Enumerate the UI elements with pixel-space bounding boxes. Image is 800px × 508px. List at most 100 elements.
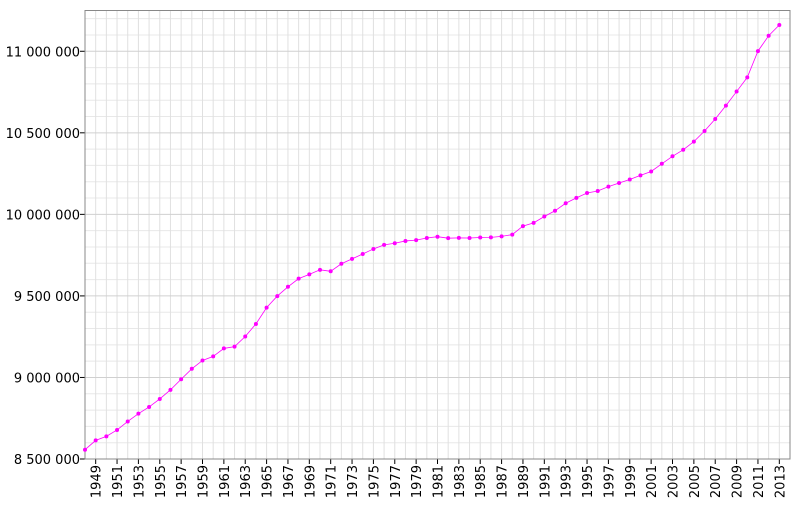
x-tick-label: 1979: [410, 465, 425, 498]
x-tick-label: 1983: [453, 465, 468, 498]
x-tick-label: 1999: [624, 465, 639, 498]
point: [125, 419, 130, 424]
y-tick-label: 8 500 000: [14, 453, 80, 468]
point: [371, 246, 376, 251]
point: [702, 129, 707, 134]
point: [424, 236, 429, 241]
point: [350, 256, 355, 261]
x-tick-label: 1951: [111, 465, 126, 498]
x-tick-label: 1997: [602, 465, 617, 498]
x-tick-label: 1949: [90, 465, 105, 498]
point: [713, 116, 718, 121]
point: [734, 89, 739, 94]
point: [659, 161, 664, 166]
point: [179, 377, 184, 382]
point: [478, 235, 483, 240]
y-tick-label: 9 000 000: [14, 371, 80, 386]
x-tick-label: 1993: [560, 465, 575, 498]
point: [232, 344, 237, 349]
point: [755, 49, 760, 54]
x-tick-label: 1957: [175, 465, 190, 498]
x-tick-label: 1973: [346, 465, 361, 498]
x-tick-label: 1969: [303, 465, 318, 498]
point: [264, 305, 269, 310]
point: [531, 220, 536, 225]
x-tick-label: 1981: [432, 465, 447, 498]
point: [777, 23, 782, 28]
x-tick-label: 1985: [474, 465, 489, 498]
x-tick-label: 1963: [239, 465, 254, 498]
point: [189, 366, 194, 371]
point: [691, 139, 696, 144]
point: [456, 235, 461, 240]
x-tick-label: 1989: [517, 465, 532, 498]
x-tick-label: 1967: [282, 465, 297, 498]
point: [670, 154, 675, 159]
point: [766, 33, 771, 38]
point: [745, 75, 750, 80]
point: [307, 272, 312, 277]
x-tick-label: 1961: [218, 465, 233, 498]
point: [723, 103, 728, 108]
x-tick-label: 1965: [261, 465, 276, 498]
point: [499, 234, 504, 239]
point: [574, 195, 579, 200]
y-tick-label: 10 000 000: [6, 208, 80, 223]
point: [414, 238, 419, 243]
x-tick-label: 2011: [752, 465, 767, 498]
x-tick-label: 2013: [773, 465, 788, 498]
point: [446, 236, 451, 241]
point: [510, 232, 515, 237]
point: [115, 427, 120, 432]
point: [104, 434, 109, 439]
point: [211, 354, 216, 359]
point: [638, 173, 643, 178]
point: [542, 214, 547, 219]
point: [382, 242, 387, 247]
point: [627, 177, 632, 182]
x-tick-label: 1991: [538, 465, 553, 498]
x-tick-label: 1953: [132, 465, 147, 498]
y-tick-label: 10 500 000: [6, 127, 80, 142]
point: [243, 334, 248, 339]
point: [595, 189, 600, 194]
point: [606, 184, 611, 189]
x-tick-label: 1987: [496, 465, 511, 498]
x-tick-label: 1971: [325, 465, 340, 498]
plot-frame: [84, 10, 791, 460]
point: [360, 251, 365, 256]
point: [520, 224, 525, 229]
point: [553, 208, 557, 213]
point: [93, 438, 98, 443]
point: [617, 181, 622, 186]
y-tick-label: 9 500 000: [14, 290, 80, 305]
point: [221, 346, 226, 351]
point: [488, 235, 493, 240]
point: [296, 276, 301, 281]
point: [339, 261, 344, 266]
point: [585, 190, 590, 195]
y-tick-label: 11 000 000: [6, 45, 80, 60]
point: [136, 411, 141, 416]
point: [649, 169, 654, 174]
point: [318, 267, 322, 272]
point: [275, 294, 280, 299]
point: [681, 147, 686, 152]
x-tick-label: 1995: [581, 465, 596, 498]
point: [83, 447, 87, 452]
point: [147, 404, 152, 409]
point: [467, 236, 472, 241]
line: [84, 24, 780, 451]
point: [253, 321, 258, 326]
x-tick-label: 2009: [731, 465, 746, 498]
point: [435, 234, 440, 239]
x-tick-label: 1959: [197, 465, 212, 498]
x-tick-label: 1977: [389, 465, 404, 498]
point: [168, 387, 173, 392]
x-tick-label: 2005: [688, 465, 703, 498]
point: [563, 201, 568, 206]
point: [157, 396, 162, 401]
x-tick-label: 1975: [367, 465, 382, 498]
x-tick-label: 2007: [709, 465, 724, 498]
